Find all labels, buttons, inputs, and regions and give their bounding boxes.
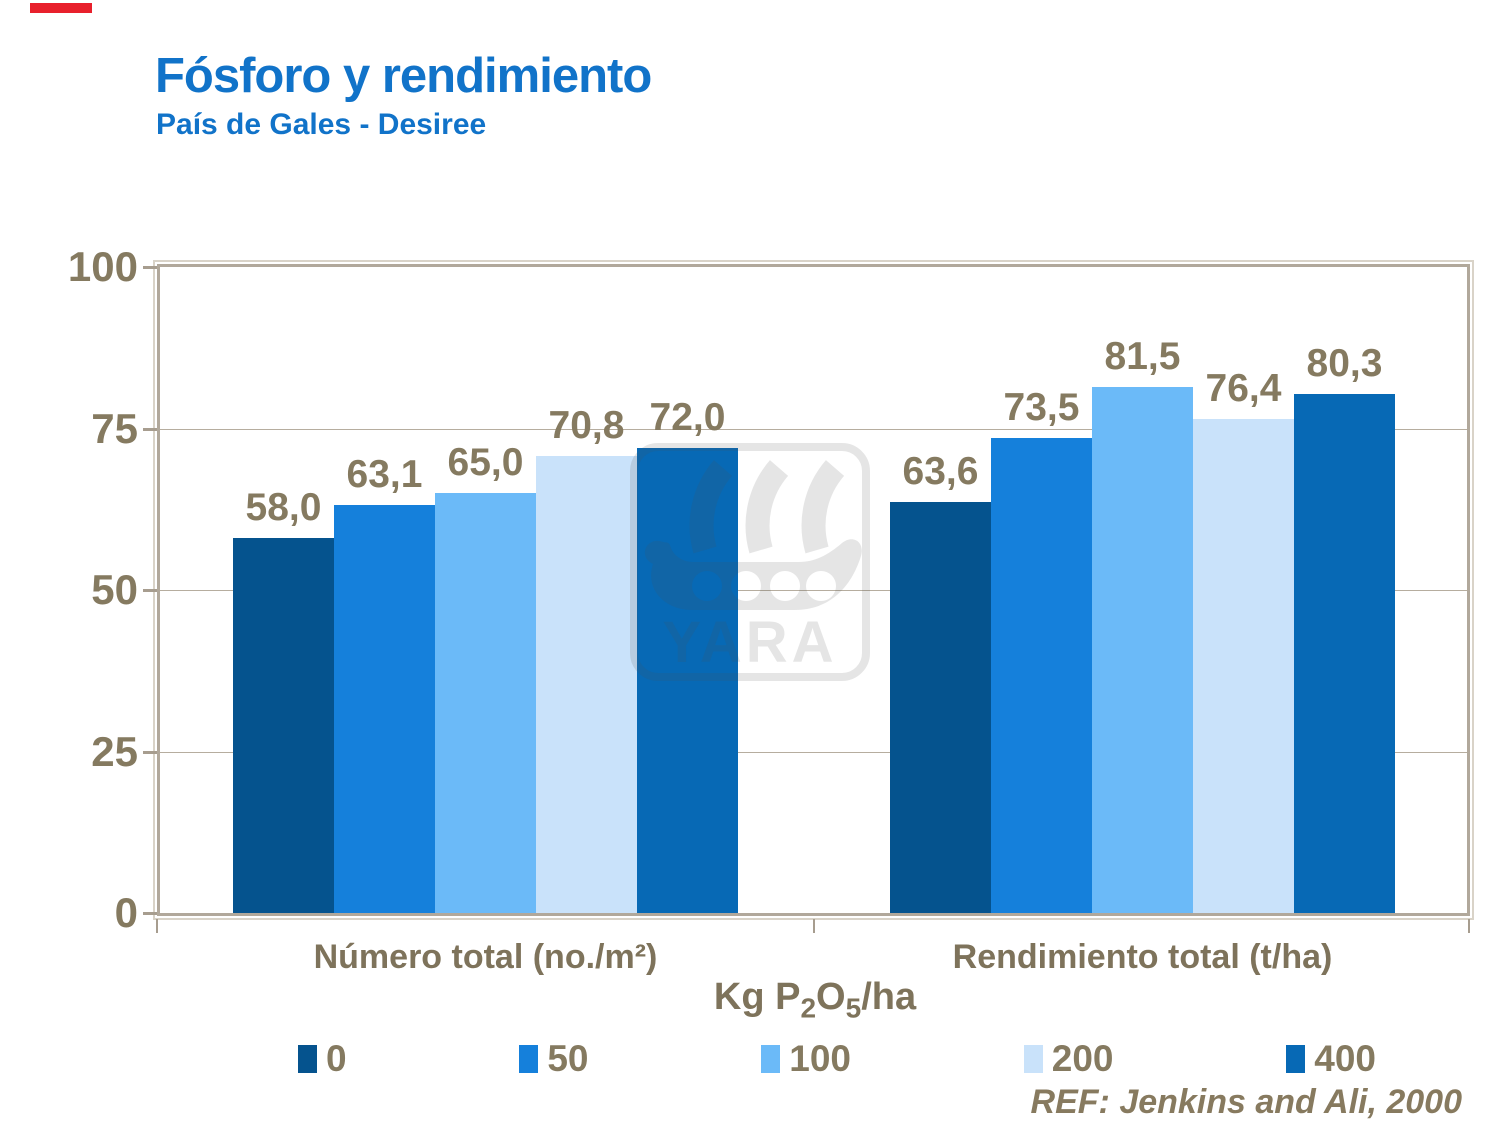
bar-value-label: 58,0 <box>245 486 322 530</box>
legend-item-400: 400 <box>1286 1040 1376 1077</box>
legend-label: 100 <box>789 1038 851 1079</box>
x-tick-mark <box>156 919 158 933</box>
bar-200 <box>1193 419 1294 913</box>
legend-swatch-icon <box>1286 1044 1306 1073</box>
bar-group: 63,6 73,5 81,5 76,4 80,3 <box>890 267 1395 913</box>
y-tick-label: 25 <box>91 727 138 775</box>
plot-area: 58,0 63,1 65,0 70,8 72,0 63,6 73,5 81,5 76,4 80,3 <box>153 260 1474 920</box>
bar-value-label: 81,5 <box>1104 334 1181 378</box>
legend-swatch-icon <box>519 1044 539 1073</box>
y-gridline <box>160 428 1467 430</box>
legend-swatch-icon <box>1023 1044 1043 1073</box>
bar-50 <box>991 438 1092 913</box>
reference-text: REF: Jenkins and Ali, 2000 <box>1030 1083 1462 1121</box>
y-tick-mark <box>143 589 157 592</box>
bar-50 <box>334 505 435 913</box>
legend-label: 400 <box>1314 1038 1376 1079</box>
bar-100 <box>435 493 536 913</box>
y-tick-label: 100 <box>67 243 138 290</box>
legend-swatch-icon <box>761 1044 781 1073</box>
bar-400 <box>1294 394 1395 913</box>
x-tick-mark <box>1468 919 1470 933</box>
category-label-0: Número total (no./m²) <box>313 938 658 976</box>
legend-item-100: 100 <box>761 1040 851 1077</box>
legend-label: 200 <box>1051 1038 1114 1079</box>
bar-value-label: 76,4 <box>1205 367 1282 411</box>
bar-group: 58,0 63,1 65,0 70,8 72,0 <box>233 267 738 913</box>
bar-value-label: 73,5 <box>1003 386 1080 430</box>
bar-value-label: 63,1 <box>346 453 423 497</box>
bar-value-label: 80,3 <box>1306 342 1383 386</box>
y-tick-label: 75 <box>91 404 138 452</box>
y-tick-mark <box>143 750 157 754</box>
category-label-1: Rendimiento total (t/ha) <box>952 938 1333 976</box>
x-axis-title-part: /ha <box>861 976 917 1018</box>
x-axis-title-sub: 5 <box>845 992 862 1024</box>
bar-200 <box>536 455 637 913</box>
legend-label: 50 <box>547 1038 589 1079</box>
y-tick-mark <box>143 266 157 269</box>
x-axis-title-part: Kg P <box>713 976 801 1018</box>
x-axis-title-sub: 2 <box>800 992 817 1024</box>
legend-item-0: 0 <box>298 1040 347 1077</box>
bar-value-label: 72,0 <box>649 395 726 439</box>
chart-subtitle: País de Gales - Desiree <box>156 108 487 141</box>
y-tick-label: 0 <box>114 889 138 936</box>
legend-swatch-icon <box>298 1044 317 1073</box>
chart-title: Fósforo y rendimiento <box>155 49 652 103</box>
y-tick-label: 50 <box>91 566 138 613</box>
bar-400 <box>637 447 738 913</box>
bar-100 <box>1092 386 1193 913</box>
x-axis-title: Kg P2O5/ha <box>714 976 916 1025</box>
legend-item-50: 50 <box>519 1038 589 1079</box>
legend-label: 0 <box>326 1038 347 1079</box>
y-gridline <box>160 751 1467 753</box>
legend-item-200: 200 <box>1023 1038 1114 1079</box>
y-gridline <box>160 590 1467 591</box>
bar-0 <box>890 502 991 913</box>
red-accent-bar <box>30 3 92 13</box>
bar-0 <box>233 538 334 913</box>
bar-value-label: 65,0 <box>447 441 524 485</box>
x-axis-title-part: O <box>816 976 846 1018</box>
bar-value-label: 70,8 <box>548 403 625 447</box>
legend: 0 50 100 200 400 <box>298 1040 1376 1077</box>
x-tick-mark <box>812 919 815 933</box>
y-tick-mark <box>143 912 157 915</box>
bar-value-label: 63,6 <box>902 450 979 494</box>
y-tick-mark <box>143 427 157 431</box>
